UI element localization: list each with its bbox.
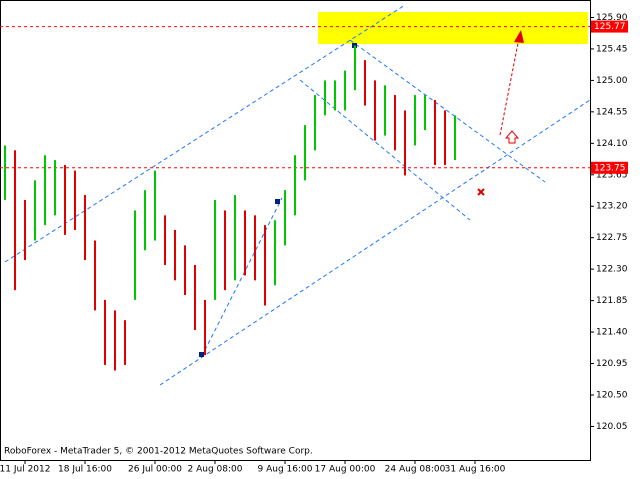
y-tick-label: 123.65 bbox=[596, 170, 628, 180]
level-label-bg bbox=[591, 161, 628, 174]
y-tick-label: 120.05 bbox=[596, 422, 628, 432]
x-tick-label: 9 Aug 16:00 bbox=[258, 465, 313, 475]
x-tick-label: 24 Aug 08:00 bbox=[385, 465, 446, 475]
y-tick-label: 122.75 bbox=[596, 233, 628, 243]
x-tick-label: 11 Jul 2012 bbox=[0, 465, 50, 475]
y-tick-label: 125.90 bbox=[596, 13, 628, 23]
level-label: 123.75 bbox=[594, 163, 626, 173]
y-tick-label: 125.45 bbox=[596, 44, 628, 54]
target-zone bbox=[318, 12, 588, 44]
y-tick-label: 124.55 bbox=[596, 107, 628, 117]
y-tick-label: 122.30 bbox=[596, 265, 628, 275]
x-tick-label: 2 Aug 08:00 bbox=[188, 465, 243, 475]
x-tick-label: 26 Jul 00:00 bbox=[128, 465, 182, 475]
x-tick-label: 31 Aug 16:00 bbox=[445, 465, 506, 475]
up-arrow bbox=[504, 130, 520, 144]
stop-mark bbox=[477, 188, 485, 196]
x-tick-label: 18 Jul 16:00 bbox=[58, 465, 112, 475]
x-tick-label: 17 Aug 00:00 bbox=[315, 465, 376, 475]
y-tick-label: 121.40 bbox=[596, 328, 628, 338]
plot-frame bbox=[0, 0, 591, 461]
y-tick-label: 124.10 bbox=[596, 139, 628, 149]
y-tick-label: 120.95 bbox=[596, 359, 628, 369]
y-tick-label: 121.85 bbox=[596, 296, 628, 306]
level-label: 125.77 bbox=[594, 22, 626, 32]
forecast-arrowhead bbox=[514, 30, 524, 43]
y-tick-label: 125.00 bbox=[596, 76, 628, 86]
y-tick-label: 120.50 bbox=[596, 390, 628, 400]
forecast-arrow bbox=[499, 37, 520, 136]
copyright: RoboForex - MetaTrader 5, © 2001-2012 Me… bbox=[4, 447, 313, 457]
y-tick-label: 123.20 bbox=[596, 202, 628, 212]
level-label-bg bbox=[591, 20, 628, 33]
trend-lines bbox=[4, 4, 591, 386]
